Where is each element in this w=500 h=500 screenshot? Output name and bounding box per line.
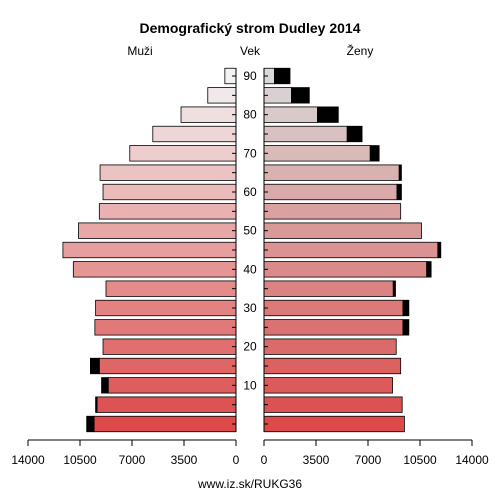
x-tick-label-left: 14000 (11, 453, 45, 467)
male-bar-20-24 (102, 338, 237, 355)
male-bar-0-4 (93, 415, 237, 433)
female-bar-35-39 (263, 280, 394, 297)
male-bar-10-14 (107, 377, 237, 394)
male-bar-40-44 (72, 261, 237, 278)
male-bar-80-84 (180, 106, 237, 123)
chart-title: Demografický strom Dudley 2014 (140, 20, 361, 36)
male-excess-bar-15-19 (90, 357, 100, 375)
x-tick-label-right: 10500 (403, 453, 437, 467)
female-bar-25-29 (263, 319, 404, 336)
male-side-label: Muži (127, 44, 152, 58)
age-tick-label: 50 (243, 224, 257, 238)
age-tick-label: 10 (243, 378, 257, 392)
female-bar-30-34 (263, 299, 404, 317)
male-bar-60-64 (102, 183, 237, 201)
age-axis: 10 20 30 40 50 60 70 80 90 (232, 68, 268, 432)
male-bar-30-34 (95, 299, 237, 317)
male-excess-bar-5-9 (95, 396, 98, 413)
x-tick-label-right: 0 (261, 453, 268, 467)
age-tick-label: 40 (243, 262, 257, 276)
female-bar-75-79 (263, 125, 348, 143)
female-bar-65-69 (263, 164, 400, 181)
female-excess-bar-70-74 (369, 145, 380, 162)
age-tick-label: 90 (243, 69, 257, 83)
male-bar-85-89 (207, 87, 237, 104)
age-tick-label: 80 (243, 108, 257, 122)
x-tick-label-left: 10500 (63, 453, 97, 467)
male-bar-55-59 (98, 203, 237, 220)
female-excess-bar-75-79 (346, 125, 363, 143)
female-excess-bar-80-84 (317, 106, 339, 123)
x-tick-label-right: 7000 (355, 453, 382, 467)
female-bar-0-4 (263, 415, 405, 433)
female-excess-bar-85-89 (291, 87, 310, 104)
female-bar-80-84 (263, 106, 318, 123)
female-bar-10-14 (263, 377, 393, 394)
female-bar-45-49 (263, 241, 439, 259)
female-bar-60-64 (263, 183, 398, 201)
male-bar-50-54 (78, 222, 237, 239)
x-tick-label-right: 3500 (303, 453, 330, 467)
male-bar-35-39 (105, 280, 237, 297)
male-bar-15-19 (98, 357, 237, 375)
x-axes: 14000 0 10500 3500 7000 7000 3500 10500 0 14000 (11, 439, 489, 467)
x-tick-label-left: 3500 (171, 453, 198, 467)
age-tick-label: 60 (243, 185, 257, 199)
male-excess-bar-10-14 (101, 377, 109, 394)
female-bar-5-9 (263, 396, 403, 413)
female-bar-70-74 (263, 145, 371, 162)
age-tick-label: 20 (243, 340, 257, 354)
x-tick-label-left: 7000 (119, 453, 146, 467)
female-bar-85-89 (263, 87, 292, 104)
source-label: www.iz.sk/RUKG36 (197, 477, 302, 491)
female-side-label: Ženy (347, 43, 374, 58)
male-bar-65-69 (99, 164, 237, 181)
male-bar-45-49 (62, 241, 237, 259)
male-excess-bar-0-4 (86, 415, 95, 433)
female-bar-20-24 (263, 338, 397, 355)
male-bar-5-9 (96, 396, 237, 413)
female-bar-15-19 (263, 357, 402, 375)
male-bars (62, 67, 237, 433)
female-excess-bar-45-49 (437, 241, 442, 259)
female-bar-40-44 (263, 261, 428, 278)
age-tick-label: 30 (243, 301, 257, 315)
male-bar-70-74 (129, 145, 237, 162)
female-bar-50-54 (263, 222, 422, 239)
female-excess-bar-90+ (273, 67, 291, 85)
x-tick-label-left: 0 (233, 453, 240, 467)
age-tick-label: 70 (243, 146, 257, 160)
x-tick-label-right: 14000 (455, 453, 489, 467)
female-excess-bar-60-64 (396, 183, 402, 201)
female-excess-bar-30-34 (402, 299, 410, 317)
female-excess-bar-40-44 (426, 261, 432, 278)
age-axis-label: Vek (240, 44, 261, 58)
female-excess-bar-25-29 (402, 319, 410, 336)
female-bar-55-59 (263, 203, 402, 220)
male-bar-25-29 (94, 319, 237, 336)
male-bar-75-79 (152, 125, 237, 143)
female-excess-bar-65-69 (398, 164, 402, 181)
female-bars (263, 67, 442, 433)
female-excess-bar-35-39 (392, 280, 396, 297)
